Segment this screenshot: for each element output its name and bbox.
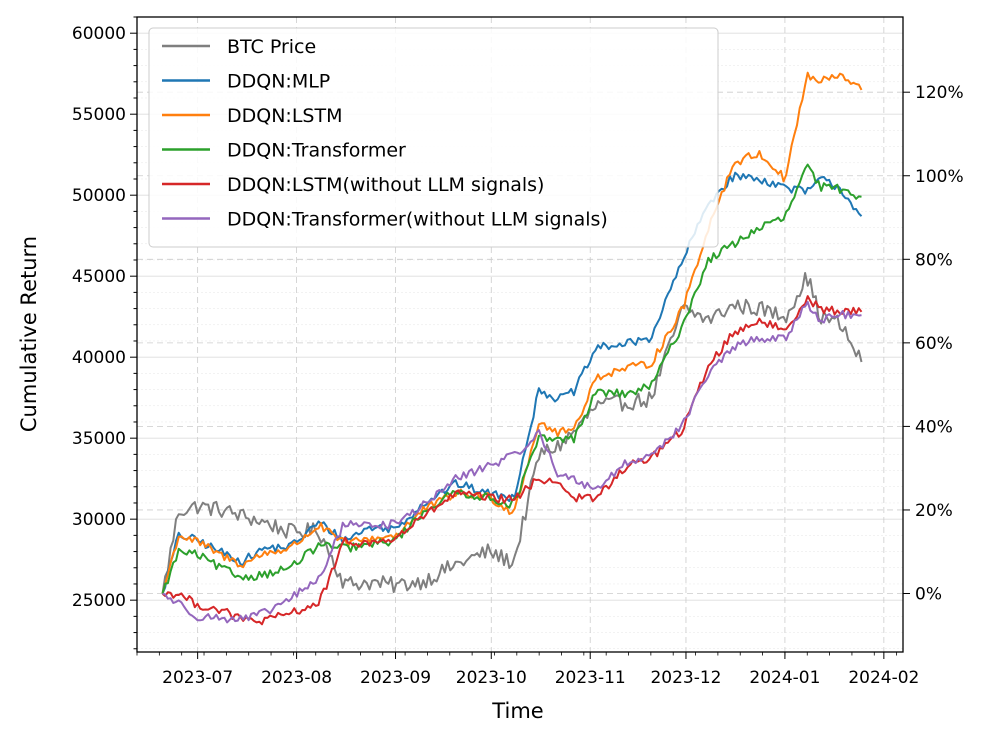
- legend-box: [148, 27, 719, 248]
- y-tick-label-left: 45000: [72, 267, 126, 287]
- y-tick-label-left: 50000: [72, 186, 126, 206]
- x-tick-label: 2023-11: [555, 668, 626, 688]
- y-tick-label-left: 35000: [72, 429, 126, 449]
- y-tick-label-left: 30000: [72, 510, 126, 530]
- legend-label: BTC Price: [227, 36, 316, 58]
- x-tick-label: 2023-12: [650, 668, 721, 688]
- series-line: [161, 295, 863, 626]
- legend-label: DDQN:LSTM(without LLM signals): [227, 174, 544, 196]
- left-y-axis: 25000 30000 35000 40000 45000 50000 55000 60000: [72, 16, 137, 650]
- x-axis: 2023-07 2023-08 2023-09 2023-10 2023-11 2023-…: [136, 652, 919, 688]
- series-lines: [161, 71, 863, 626]
- plot-frame: [136, 16, 904, 653]
- x-tick-label: 2024-01: [749, 668, 820, 688]
- y-tick-label-right: 20%: [915, 501, 953, 521]
- y-tick-label-left: 25000: [72, 591, 126, 611]
- y-tick-label-left: 60000: [72, 24, 126, 44]
- y-tick-label-left: 40000: [72, 348, 126, 368]
- y-tick-label-left: 55000: [72, 105, 126, 125]
- x-tick-label: 2023-07: [162, 668, 233, 688]
- x-tick-label: 2023-10: [456, 668, 527, 688]
- series-line: [162, 300, 862, 624]
- x-tick-label: 2023-08: [261, 668, 332, 688]
- y-tick-label-right: 0%: [915, 585, 942, 605]
- legend-label: DDQN:Transformer: [227, 140, 406, 162]
- y-tick-label-right: 120%: [915, 83, 964, 103]
- legend: BTC Price DDQN:MLP DDQN:LSTM DDQN:Transform…: [148, 27, 719, 248]
- series-line: [161, 71, 863, 594]
- y-tick-label-right: 80%: [915, 250, 953, 270]
- series-line: [161, 171, 863, 595]
- legend-label: DDQN:LSTM: [227, 105, 342, 127]
- x-axis-label: Time: [491, 699, 543, 723]
- y-axis-label: Cumulative Return: [17, 236, 41, 432]
- series-line: [161, 272, 863, 594]
- x-tick-label: 2024-02: [848, 668, 919, 688]
- y-tick-label-right: 100%: [915, 167, 964, 187]
- legend-label: DDQN:MLP: [227, 71, 330, 93]
- y-tick-label-right: 40%: [915, 417, 953, 437]
- right-y-axis: 0% 20% 40% 60% 80% 100% 120%: [903, 83, 964, 605]
- y-tick-label-right: 60%: [915, 334, 953, 354]
- x-tick-label: 2023-09: [360, 668, 431, 688]
- legend-label: DDQN:Transformer(without LLM signals): [227, 209, 608, 231]
